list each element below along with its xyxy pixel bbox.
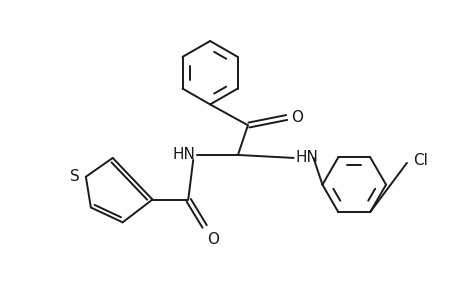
Text: S: S	[70, 169, 80, 184]
Text: Cl: Cl	[412, 153, 427, 168]
Text: O: O	[290, 110, 302, 125]
Text: O: O	[207, 232, 218, 247]
Text: HN: HN	[172, 148, 195, 163]
Text: HN: HN	[295, 150, 318, 165]
